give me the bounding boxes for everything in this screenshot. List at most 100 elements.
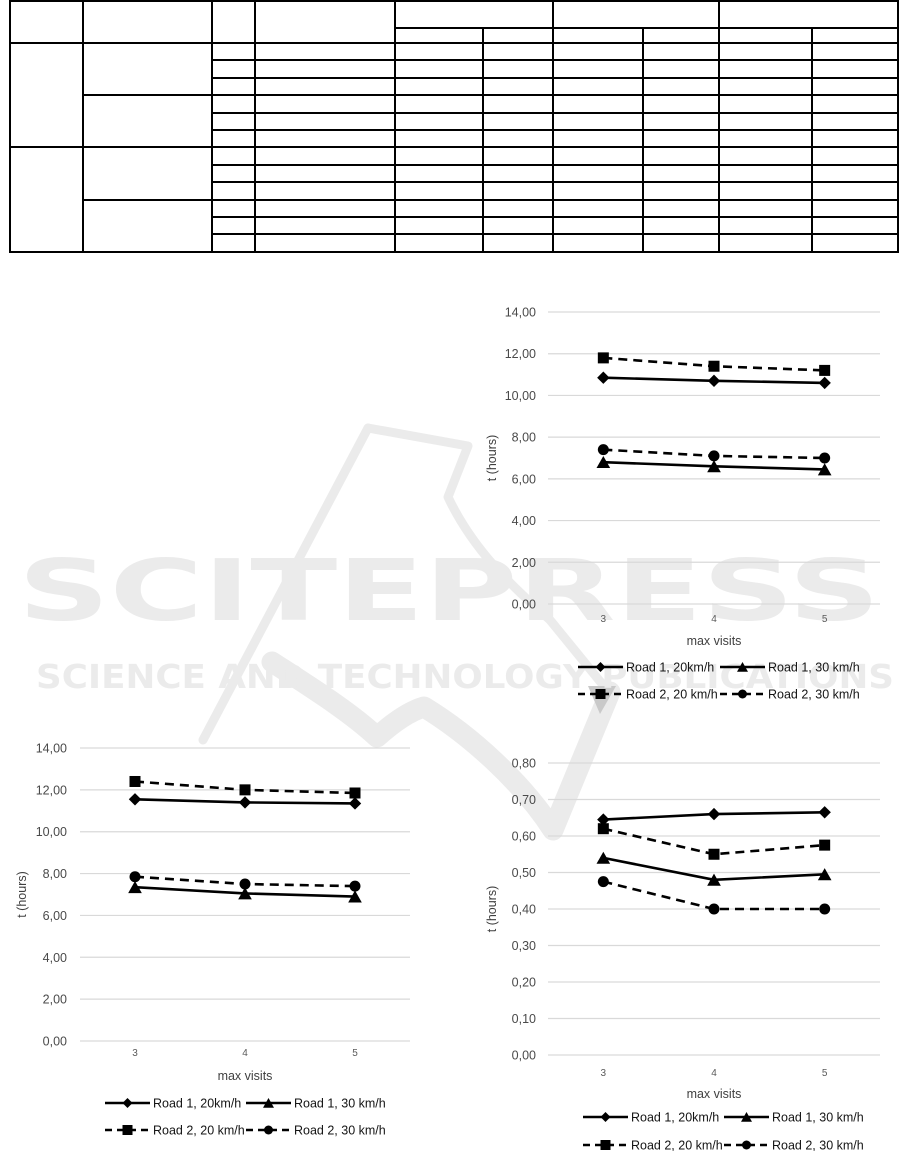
table-cell: [254, 76, 396, 97]
table-cell: [811, 94, 899, 114]
y-tick-label: 10,00: [36, 825, 67, 839]
series-marker-circle: [597, 444, 609, 456]
table-cell: [211, 111, 256, 131]
watermark-subtitle: SCIENCE AND TECHNOLOGY PUBLICATIONS: [36, 657, 894, 696]
table-cell: [82, 146, 213, 201]
series-marker-circle: [349, 880, 361, 892]
table-cell: [394, 94, 484, 114]
y-tick-label: 0,70: [512, 793, 536, 807]
series-marker-diamond: [348, 797, 362, 810]
y-axis-title: t (hours): [485, 435, 499, 482]
table-cell: [718, 146, 813, 166]
table-cell: [254, 233, 396, 253]
table-cell: [254, 41, 396, 62]
x-tick-label: 5: [822, 614, 828, 625]
chart-top-right: 14,00 12,00 10,00 8,00 6,00 4,00 2,00 0,00 3 4 5 ma…: [485, 306, 880, 702]
table-cell: [482, 198, 554, 218]
series-marker-diamond: [818, 376, 831, 390]
table-cell: [811, 76, 899, 97]
table-cell: [254, 128, 396, 149]
x-tick-label: 4: [711, 614, 717, 625]
y-tick-label: 0,80: [512, 757, 536, 771]
legend-label: Road 2, 20 km/h: [153, 1124, 245, 1138]
table-cell: [482, 59, 554, 79]
series-marker-triangle: [817, 868, 832, 881]
y-axis-title: t (hours): [485, 886, 499, 933]
series-marker-square: [819, 839, 831, 851]
table-cell: [9, 41, 84, 149]
y-tick-label: 6,00: [43, 909, 67, 923]
table-cell: [642, 163, 720, 184]
table-cell: [718, 215, 813, 236]
y-tick-label: 0,10: [512, 1012, 536, 1026]
table-cell: [254, 215, 396, 236]
table-cell: [552, 128, 644, 149]
table-cell: [482, 146, 554, 166]
legend-label: Road 1, 20km/h: [626, 661, 714, 675]
table-cell: [211, 76, 256, 97]
chart-bottom-right: 0,80 0,70 0,60 0,50 0,40 0,30 0,20 0,10 0,00 3 4 5 m…: [485, 757, 880, 1151]
table-cell: [718, 233, 813, 253]
legend-marker-circle: [738, 689, 747, 699]
legend-marker-square: [595, 689, 606, 699]
table-cell: [552, 198, 644, 218]
table-cell: [82, 0, 213, 44]
results-table: [9, 0, 899, 253]
table-cell: [254, 111, 396, 131]
watermark-kite-top-edge: [363, 423, 608, 690]
legend-marker-square: [122, 1125, 133, 1135]
series-marker-square: [349, 787, 361, 799]
x-tick-label: 4: [242, 1048, 248, 1059]
table-cell: [552, 41, 644, 62]
table-cell: [482, 76, 554, 97]
table-cell: [394, 163, 484, 184]
table-cell: [552, 94, 644, 114]
series-marker-square: [708, 360, 720, 372]
x-axis-title: max visits: [687, 1087, 742, 1101]
table-cell: [394, 76, 484, 97]
table-cell: [642, 27, 720, 44]
table-cell: [642, 128, 720, 149]
legend-marker-diamond: [595, 662, 606, 672]
table-cell: [552, 146, 644, 166]
table-cell: [394, 198, 484, 218]
table-cell: [9, 146, 84, 253]
table-cell: [482, 215, 554, 236]
y-tick-label: 0,40: [512, 903, 536, 917]
y-axis-title: t (hours): [15, 871, 29, 918]
series-line: [603, 880, 825, 911]
table-cell: [811, 128, 899, 149]
series-marker-diamond: [597, 371, 610, 384]
series-marker-circle: [819, 903, 831, 915]
x-tick-label: 4: [711, 1068, 717, 1079]
table-cell: [482, 41, 554, 62]
table-cell: [82, 198, 213, 253]
table-cell: [642, 198, 720, 218]
table-cell: [811, 41, 899, 62]
legend-marker-diamond: [600, 1112, 611, 1122]
table-cell: [811, 59, 899, 79]
legend-label: Road 1, 20km/h: [153, 1097, 241, 1111]
table-cell: [811, 233, 899, 253]
table-cell: [642, 111, 720, 131]
legend-label: Road 2, 30 km/h: [772, 1139, 864, 1151]
y-tick-label: 4,00: [512, 514, 536, 528]
watermark-kite-left-edge: [198, 423, 373, 745]
y-tick-label: 0,50: [512, 866, 536, 880]
table-cell: [642, 146, 720, 166]
legend-marker-circle: [264, 1125, 273, 1135]
table-cell: [211, 181, 256, 201]
table-cell: [482, 163, 554, 184]
x-axis-title: max visits: [687, 634, 742, 648]
y-tick-label: 12,00: [505, 347, 536, 361]
legend-marker-square: [600, 1140, 611, 1150]
table-cell: [718, 94, 813, 114]
series-marker-circle: [129, 871, 141, 883]
table-cell: [552, 27, 644, 44]
series-marker-square: [239, 784, 251, 796]
table-cell: [211, 59, 256, 79]
table-cell: [552, 181, 644, 201]
series-marker-square: [597, 823, 609, 835]
